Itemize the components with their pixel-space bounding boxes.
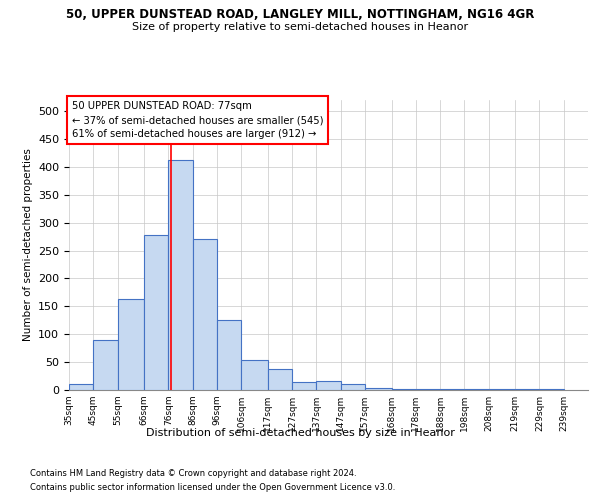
Bar — [69, 384, 93, 390]
Text: Size of property relative to semi-detached houses in Heanor: Size of property relative to semi-detach… — [132, 22, 468, 32]
Bar — [241, 360, 268, 390]
Bar — [440, 389, 464, 390]
Bar — [193, 240, 217, 390]
Text: Contains public sector information licensed under the Open Government Licence v3: Contains public sector information licen… — [30, 484, 395, 492]
Bar — [217, 320, 241, 390]
Bar — [392, 389, 416, 390]
Text: 50, UPPER DUNSTEAD ROAD, LANGLEY MILL, NOTTINGHAM, NG16 4GR: 50, UPPER DUNSTEAD ROAD, LANGLEY MILL, N… — [66, 8, 534, 20]
Bar — [292, 382, 316, 390]
Bar — [464, 389, 488, 390]
Text: 50 UPPER DUNSTEAD ROAD: 77sqm
← 37% of semi-detached houses are smaller (545)
61: 50 UPPER DUNSTEAD ROAD: 77sqm ← 37% of s… — [71, 102, 323, 140]
Bar — [341, 384, 365, 390]
Bar — [144, 235, 169, 390]
Bar — [365, 388, 392, 390]
Bar — [169, 160, 193, 390]
Bar — [118, 299, 144, 390]
Bar — [93, 340, 118, 390]
Bar — [416, 389, 440, 390]
Text: Contains HM Land Registry data © Crown copyright and database right 2024.: Contains HM Land Registry data © Crown c… — [30, 468, 356, 477]
Text: Distribution of semi-detached houses by size in Heanor: Distribution of semi-detached houses by … — [146, 428, 454, 438]
Y-axis label: Number of semi-detached properties: Number of semi-detached properties — [23, 148, 32, 342]
Bar — [316, 381, 341, 390]
Bar — [268, 370, 292, 390]
